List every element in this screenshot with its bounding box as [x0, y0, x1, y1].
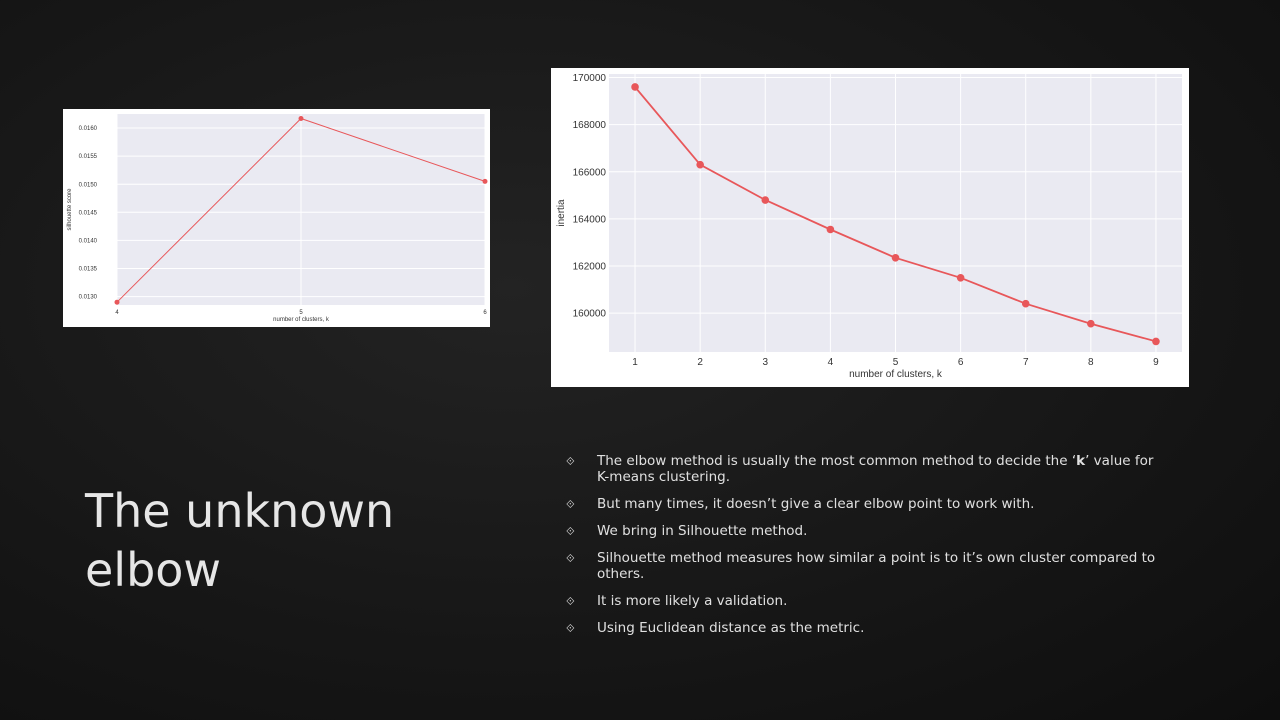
x-tick-label: 7 [1023, 357, 1029, 368]
bullet-text: Silhouette method measures how similar a… [597, 550, 1156, 582]
bullet-bold-k: k [1076, 453, 1086, 469]
y-axis-label: silhouette score [67, 188, 73, 231]
bullet-item: ⟐ We bring in Silhouette method. [566, 523, 1166, 539]
data-point [696, 160, 704, 169]
bullet-list: ⟐ The elbow method is usually the most c… [566, 453, 1166, 647]
bullet-item: ⟐ Silhouette method measures how similar… [566, 550, 1166, 582]
silhouette-chart-svg: 4 5 6 0.0130 0.0135 0.0140 0.0145 0.0150 0.0155 0… [67, 114, 488, 323]
silhouette-chart: 4 5 6 0.0130 0.0135 0.0140 0.0145 0.0150 0.0155 0… [63, 109, 490, 327]
x-tick-label: 5 [299, 310, 303, 316]
x-axis-label: number of clusters, k [849, 369, 943, 380]
data-point [1021, 299, 1030, 308]
x-tick-label: 9 [1153, 357, 1159, 368]
bullet-text-part: ’ value for K-means clustering. [597, 453, 1154, 485]
diamond-bullet-icon: ⟐ [566, 498, 575, 511]
data-point [956, 273, 965, 282]
y-tick-label: 166000 [573, 167, 607, 178]
diamond-bullet-icon: ⟐ [566, 622, 575, 635]
x-axis-label: number of clusters, k [273, 317, 330, 323]
x-tick-label: 2 [697, 357, 703, 368]
elbow-chart: 1 2 3 4 5 6 7 8 9 160000 162000 164000 166000 168000 1… [551, 68, 1189, 387]
diamond-bullet-icon: ⟐ [566, 455, 575, 468]
y-tick-label: 0.0160 [79, 126, 98, 132]
bullet-item: ⟐ Using Euclidean distance as the metric… [566, 620, 1166, 636]
bullet-item: ⟐ But many times, it doesn’t give a clea… [566, 496, 1166, 512]
y-tick-label: 0.0130 [79, 295, 98, 301]
x-tick-label: 3 [762, 357, 768, 368]
y-axis-label: inertia [556, 199, 567, 227]
bullet-text: It is more likely a validation. [597, 593, 788, 609]
y-tick-label: 162000 [573, 262, 607, 273]
diamond-bullet-icon: ⟐ [566, 595, 575, 608]
bullet-text: We bring in Silhouette method. [597, 523, 808, 539]
y-tick-label: 0.0150 [79, 182, 98, 188]
data-point [298, 115, 304, 121]
bullet-item: ⟐ It is more likely a validation. [566, 593, 1166, 609]
x-tick-label: 5 [893, 357, 899, 368]
y-tick-label: 0.0140 [79, 238, 98, 244]
y-tick-label: 0.0135 [79, 267, 98, 273]
data-point [1087, 319, 1095, 328]
data-point [826, 225, 835, 234]
elbow-chart-svg: 1 2 3 4 5 6 7 8 9 160000 162000 164000 166000 168000 1… [556, 73, 1182, 380]
y-tick-label: 0.0155 [79, 154, 98, 160]
x-tick-label: 8 [1088, 357, 1094, 368]
slide-title: The unknown elbow [85, 482, 465, 600]
data-point [482, 178, 488, 184]
data-point [1152, 337, 1160, 346]
bullet-text: Using Euclidean distance as the metric. [597, 620, 865, 636]
x-tick-label: 6 [483, 310, 487, 316]
y-tick-label: 0.0145 [79, 210, 98, 216]
bullet-text: The elbow method is usually the most com… [597, 453, 1153, 485]
bullet-text-part: The elbow method is usually the most com… [597, 453, 1077, 469]
x-tick-label: 1 [632, 357, 638, 368]
data-point [761, 196, 770, 204]
data-point [631, 83, 639, 91]
y-tick-label: 170000 [573, 73, 607, 84]
diamond-bullet-icon: ⟐ [566, 552, 575, 565]
diamond-bullet-icon: ⟐ [566, 525, 575, 538]
x-tick-label: 4 [115, 310, 119, 316]
slide-title-line1: The unknown [85, 484, 395, 538]
x-tick-label: 4 [828, 357, 834, 368]
y-tick-label: 168000 [573, 120, 607, 131]
y-tick-label: 160000 [573, 309, 607, 320]
bullet-text: But many times, it doesn’t give a clear … [597, 496, 1035, 512]
data-point [114, 299, 120, 305]
data-point [891, 253, 900, 262]
x-tick-label: 6 [958, 357, 964, 368]
y-tick-label: 164000 [573, 214, 607, 225]
bullet-item: ⟐ The elbow method is usually the most c… [566, 453, 1166, 485]
slide-title-line2: elbow [85, 543, 222, 597]
